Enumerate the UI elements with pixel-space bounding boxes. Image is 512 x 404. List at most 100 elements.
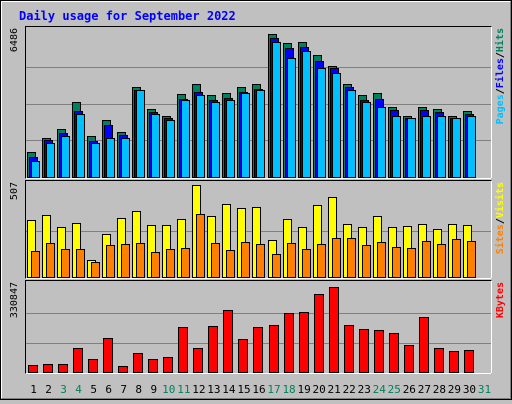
kbytes-bar bbox=[434, 348, 444, 373]
legend-entry: Files bbox=[494, 58, 506, 88]
hits-files-pages-max-label: 6486 bbox=[9, 28, 20, 52]
x-tick-label: 14 bbox=[222, 383, 236, 396]
legend-entry: / bbox=[495, 52, 506, 58]
sites-bar bbox=[422, 241, 431, 278]
x-tick-label: 20 bbox=[313, 383, 326, 396]
x-tick-label: 31 bbox=[478, 383, 491, 396]
pages-bar bbox=[362, 102, 371, 178]
x-tick-label: 12 bbox=[192, 383, 205, 396]
sites-bar bbox=[437, 244, 446, 278]
pages-bar bbox=[437, 116, 446, 178]
sites-bar bbox=[76, 249, 85, 278]
visits-sites-legend: Sites/Visits bbox=[494, 182, 506, 254]
kbytes-bar bbox=[178, 327, 188, 373]
sites-bar bbox=[196, 214, 205, 278]
legend-entry: KBytes bbox=[495, 282, 506, 318]
pages-bar bbox=[166, 120, 175, 178]
legend-entry: / bbox=[495, 88, 506, 94]
kbytes-bar bbox=[118, 366, 128, 373]
x-tick-label: 4 bbox=[75, 383, 82, 396]
x-tick-label: 6 bbox=[105, 383, 112, 396]
pages-bar bbox=[302, 51, 311, 178]
sites-bar bbox=[302, 249, 311, 278]
kbytes-bar bbox=[193, 348, 203, 373]
sites-bar bbox=[452, 239, 461, 278]
sites-bar bbox=[31, 251, 40, 278]
kbytes-bar bbox=[223, 310, 233, 373]
pages-bar bbox=[91, 143, 100, 178]
sites-bar bbox=[317, 244, 326, 278]
pages-bar bbox=[121, 138, 130, 178]
kbytes-max-label: 330847 bbox=[9, 282, 20, 318]
kbytes-bar bbox=[464, 350, 474, 373]
sites-bar bbox=[256, 244, 265, 278]
pages-bar bbox=[196, 95, 205, 178]
x-tick-label: 16 bbox=[252, 383, 265, 396]
hits-files-pages-legend: Pages/Files/Hits bbox=[494, 28, 506, 124]
pages-bar bbox=[422, 116, 431, 178]
legend-entry: Hits bbox=[494, 28, 506, 52]
x-tick-label: 18 bbox=[282, 383, 295, 396]
kbytes-bar bbox=[58, 364, 68, 373]
sites-bar bbox=[211, 243, 220, 278]
x-tick-label: 28 bbox=[433, 383, 446, 396]
sites-bar bbox=[91, 262, 100, 278]
kbytes-bar bbox=[299, 312, 309, 373]
kbytes-bar bbox=[88, 359, 98, 373]
sites-bar bbox=[362, 245, 371, 278]
x-tick-label: 22 bbox=[343, 383, 356, 396]
pages-bar bbox=[151, 114, 160, 178]
pages-bar bbox=[61, 136, 70, 178]
x-tick-label: 13 bbox=[207, 383, 220, 396]
legend-entry: / bbox=[495, 218, 506, 224]
pages-bar bbox=[136, 90, 145, 178]
x-tick-label: 11 bbox=[177, 383, 190, 396]
kbytes-bar bbox=[73, 348, 83, 373]
pages-bar bbox=[241, 93, 250, 178]
pages-bar bbox=[106, 138, 115, 178]
x-tick-label: 2 bbox=[45, 383, 52, 396]
pages-bar bbox=[317, 68, 326, 178]
sites-bar bbox=[166, 249, 175, 278]
kbytes-bar bbox=[389, 333, 399, 373]
sites-bar bbox=[272, 254, 281, 278]
sites-bar bbox=[151, 252, 160, 278]
pages-bar bbox=[181, 100, 190, 178]
x-tick-label: 19 bbox=[297, 383, 310, 396]
x-tick-label: 24 bbox=[373, 383, 387, 396]
x-tick-label: 17 bbox=[267, 383, 280, 396]
sites-bar bbox=[467, 241, 476, 278]
pages-bar bbox=[377, 107, 386, 178]
kbytes-bar bbox=[269, 325, 279, 373]
x-tick-label: 30 bbox=[463, 383, 476, 396]
sites-bar bbox=[136, 243, 145, 278]
pages-bar bbox=[31, 161, 40, 178]
pages-bar bbox=[211, 102, 220, 178]
chart-title: Daily usage for September 2022 bbox=[19, 9, 236, 23]
pages-bar bbox=[76, 114, 85, 178]
pages-bar bbox=[256, 90, 265, 178]
sites-bar bbox=[392, 247, 401, 278]
kbytes-bar bbox=[28, 365, 38, 373]
pages-bar bbox=[287, 58, 296, 178]
sites-bar bbox=[121, 244, 130, 278]
sites-bar bbox=[407, 248, 416, 278]
kbytes-legend: KBytes bbox=[495, 282, 506, 318]
sites-bar bbox=[347, 238, 356, 278]
x-tick-label: 10 bbox=[162, 383, 175, 396]
legend-entry: Pages bbox=[495, 94, 506, 124]
kbytes-bar bbox=[374, 330, 384, 373]
x-tick-label: 8 bbox=[135, 383, 142, 396]
x-tick-label: 5 bbox=[90, 383, 97, 396]
sites-bar bbox=[287, 243, 296, 278]
kbytes-bar bbox=[344, 325, 354, 373]
pages-bar bbox=[226, 100, 235, 178]
x-tick-label: 23 bbox=[358, 383, 371, 396]
kbytes-bar bbox=[329, 287, 339, 373]
sites-bar bbox=[377, 242, 386, 278]
kbytes-bar bbox=[208, 326, 218, 373]
kbytes-bar bbox=[163, 357, 173, 373]
kbytes-bar bbox=[148, 359, 158, 373]
